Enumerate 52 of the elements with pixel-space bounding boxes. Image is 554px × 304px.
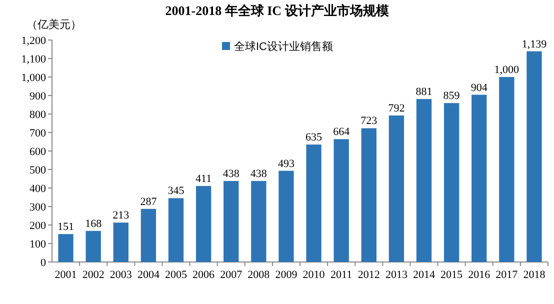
value-label: 411 (196, 172, 212, 185)
title: 2001-2018 年全球 IC 设计产业市场规模 (165, 3, 389, 18)
value-label: 904 (470, 82, 488, 94)
ytick: 500 (30, 164, 46, 176)
value-label: 438 (250, 168, 267, 180)
value-label: 493 (278, 158, 294, 170)
xtick: 2003 (110, 269, 132, 281)
xtick: 2006 (192, 269, 215, 281)
ytick: 900 (30, 90, 46, 102)
ytick: 1,000 (21, 72, 46, 84)
xtick: 2010 (302, 269, 325, 281)
ytick: 600 (30, 146, 46, 158)
xtick: 2013 (385, 269, 408, 281)
value-label: 792 (388, 102, 405, 114)
value-label: 438 (222, 168, 240, 180)
ytick: 800 (30, 109, 46, 121)
xtick: 2014 (413, 269, 435, 281)
ytick: 0 (40, 257, 46, 269)
xtick: 2009 (275, 269, 298, 281)
xtick: 2002 (82, 269, 104, 281)
value-label: 1,139 (522, 38, 547, 50)
xtick: 2018 (523, 269, 546, 281)
xtick: 2004 (137, 269, 160, 281)
ytick: 300 (30, 202, 46, 214)
xtick: 2016 (468, 269, 490, 281)
xtick: 2008 (248, 269, 270, 281)
xtick: 2012 (358, 269, 380, 281)
value-label: 287 (140, 196, 157, 208)
xtick: 2007 (220, 269, 242, 281)
value-label: 635 (306, 132, 322, 144)
value-label: 168 (85, 218, 102, 230)
value-label: 213 (112, 210, 130, 222)
value-label: 151 (58, 221, 74, 234)
ytick: 1,100 (21, 54, 46, 66)
value-label: 723 (360, 115, 378, 128)
value-label: 859 (443, 90, 460, 102)
value-label: 664 (333, 126, 350, 138)
ytick: 700 (30, 128, 46, 140)
ytick: 200 (30, 220, 46, 232)
xtick: 2015 (440, 269, 463, 281)
ylabel: （亿美元） (26, 19, 82, 31)
ytick: 400 (30, 183, 46, 195)
value-label: 1,000 (494, 64, 520, 76)
ytick: 1,200 (21, 35, 46, 47)
value-label: 345 (168, 185, 184, 198)
value-label: 881 (416, 86, 432, 98)
ytick: 100 (30, 238, 46, 250)
xtick: 2005 (165, 269, 187, 281)
xtick: 2011 (330, 269, 352, 281)
xtick: 2001 (54, 269, 77, 281)
legend: 全球IC设计业销售额 (234, 41, 333, 53)
xtick: 2017 (496, 269, 518, 281)
